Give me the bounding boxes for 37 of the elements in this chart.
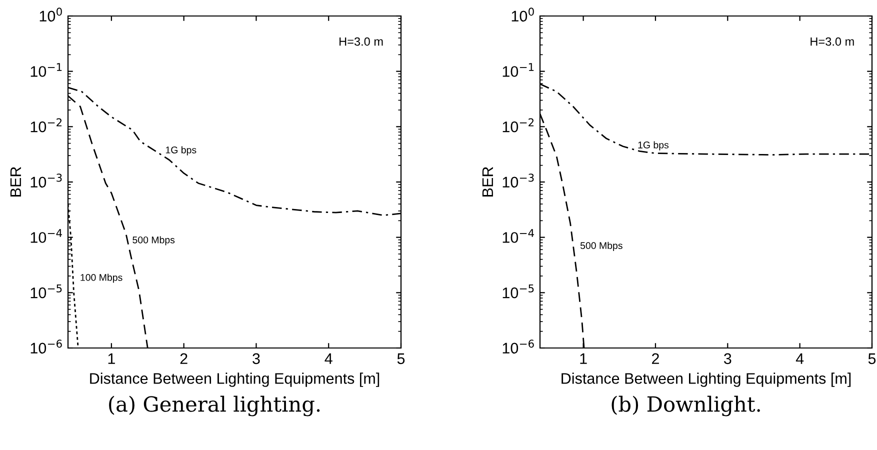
y-tick-label: 10$^{−1}$ bbox=[502, 63, 534, 77]
x-tick-label: 3 bbox=[724, 353, 732, 364]
x-tick-label: 1 bbox=[580, 353, 587, 364]
y-tick-label: 10$^{−3}$ bbox=[30, 174, 62, 188]
annotation: 1G bps bbox=[638, 141, 669, 150]
y-axis-title: BER bbox=[482, 167, 493, 196]
y-tick-label: 10$^{−6}$ bbox=[502, 340, 534, 354]
y-tick-label: 10$^{0}$ bbox=[512, 8, 534, 22]
x-tick-label: 5 bbox=[868, 353, 876, 364]
y-tick-label: 10$^{−4}$ bbox=[30, 229, 62, 243]
x-tick-label: 2 bbox=[652, 353, 659, 364]
x-tick-label: 3 bbox=[252, 353, 260, 364]
x-tick-label: 2 bbox=[180, 353, 188, 364]
y-tick-label: 10$^{−2}$ bbox=[30, 118, 62, 132]
y-tick-label: 10$^{−5}$ bbox=[502, 284, 534, 298]
x-axis-title: Distance Between Lighting Equipments [m] bbox=[562, 372, 851, 387]
x-tick-label: 1 bbox=[108, 353, 115, 364]
annotation: H=3.0 m bbox=[810, 37, 854, 46]
x-axis-title: Distance Between Lighting Equipments [m] bbox=[90, 372, 380, 387]
annotation: 500 Mbps bbox=[132, 236, 175, 246]
x-tick-label: 4 bbox=[796, 353, 804, 364]
x-tick-label: 5 bbox=[397, 353, 405, 364]
y-tick-label: 10$^{0}$ bbox=[40, 8, 62, 22]
y-tick-label: 10$^{−6}$ bbox=[30, 340, 62, 354]
annotation: H=3.0 m bbox=[340, 37, 383, 46]
y-axis-title: BER bbox=[10, 167, 21, 196]
annotation: 100 Mbps bbox=[80, 274, 122, 283]
x-tick-label: 4 bbox=[324, 353, 332, 364]
y-tick-label: 10$^{−2}$ bbox=[502, 118, 534, 132]
y-tick-label: 10$^{−5}$ bbox=[30, 284, 62, 298]
y-tick-label: 10$^{−3}$ bbox=[502, 174, 534, 188]
annotation: 500 Mbps bbox=[580, 242, 622, 251]
y-tick-label: 10$^{−1}$ bbox=[30, 63, 62, 77]
annotation: 1G bps bbox=[166, 146, 196, 156]
text: (b) Downlight. bbox=[612, 396, 760, 416]
y-tick-label: 10$^{−4}$ bbox=[502, 229, 534, 243]
text: (a) General lighting. bbox=[109, 396, 320, 416]
